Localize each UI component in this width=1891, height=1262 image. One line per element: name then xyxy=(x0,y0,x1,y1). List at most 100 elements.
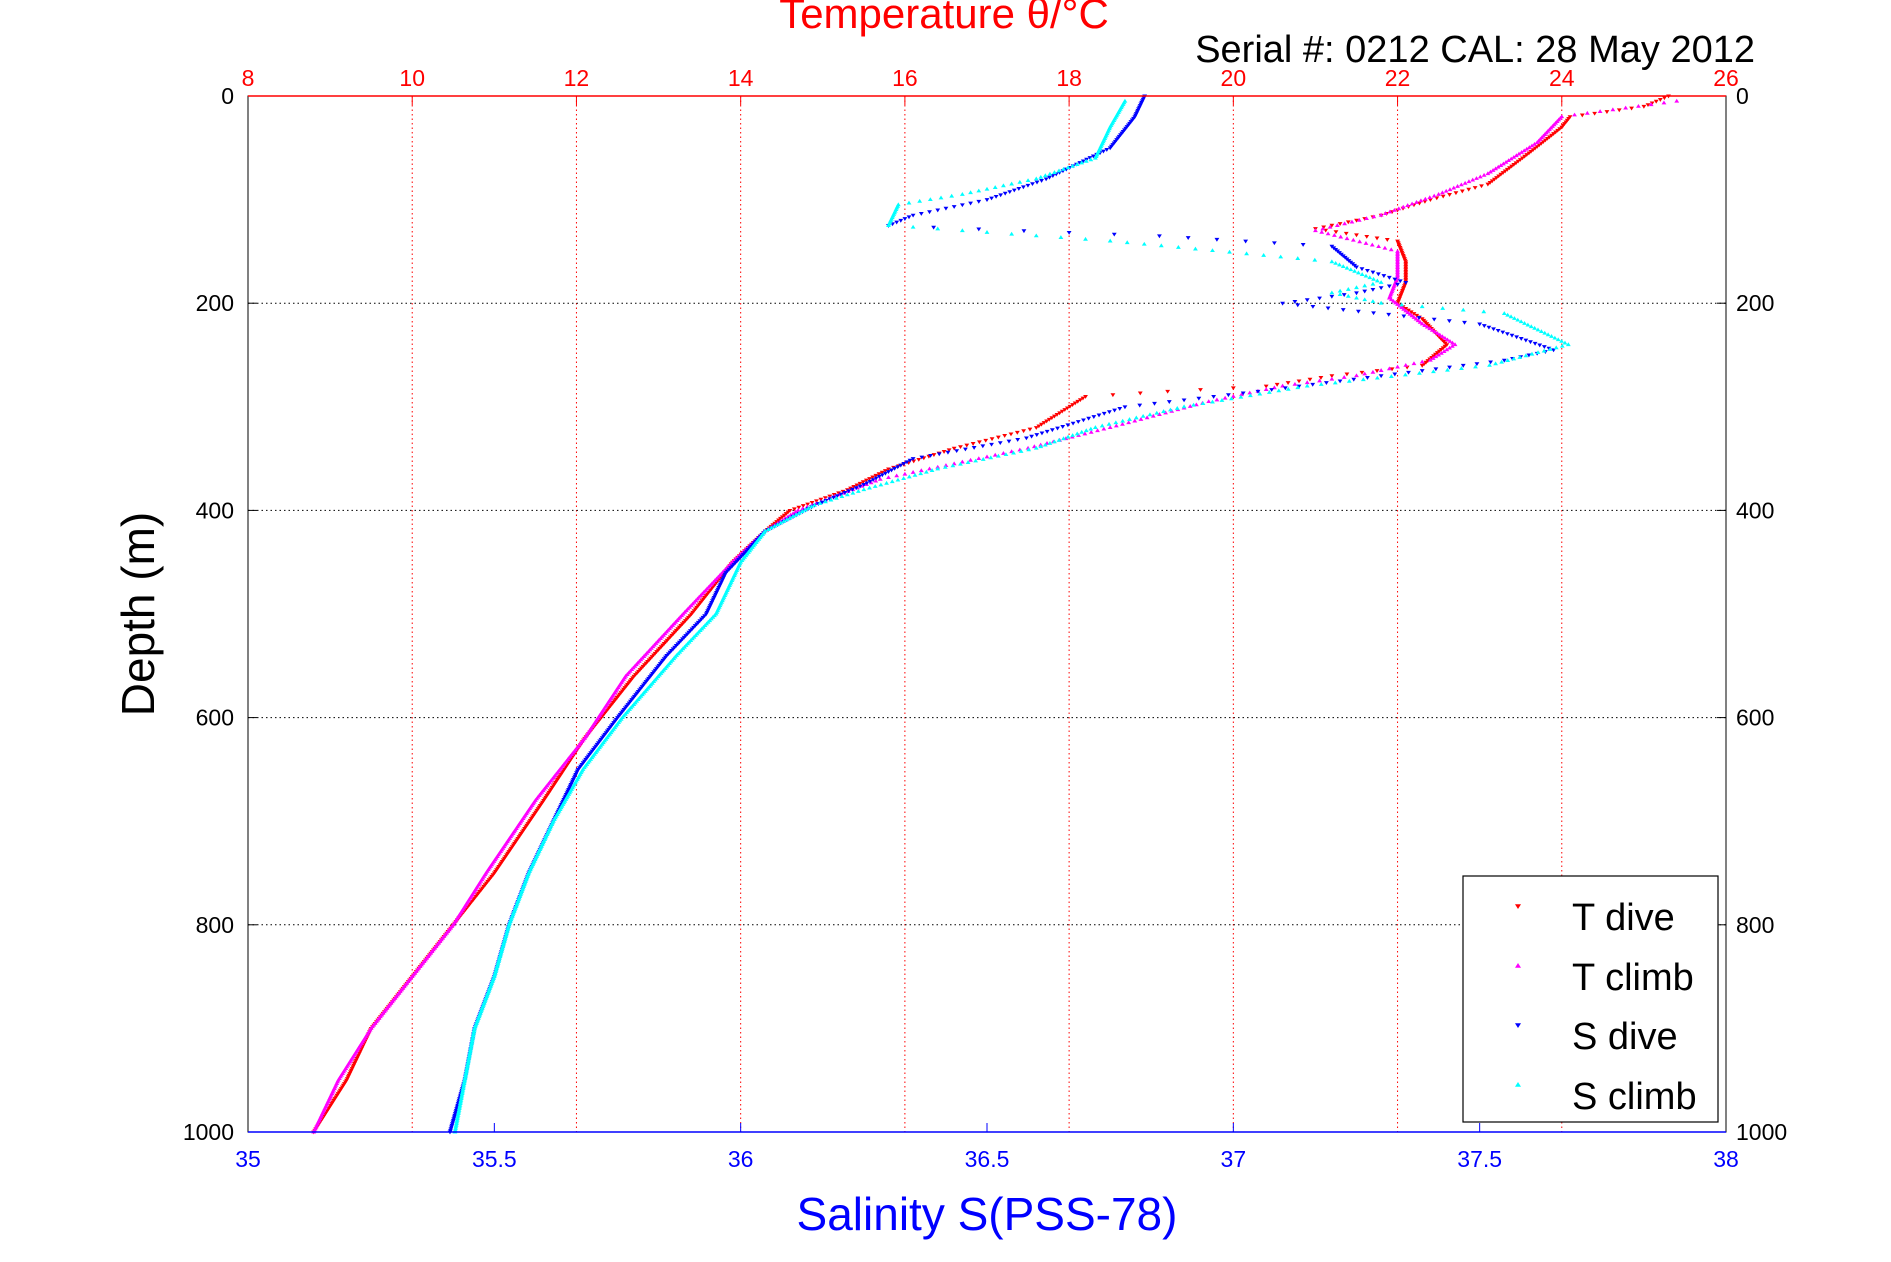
data-point xyxy=(1441,349,1447,353)
data-point xyxy=(468,1044,474,1049)
data-point xyxy=(1344,236,1350,241)
data-point xyxy=(1514,153,1519,158)
data-point xyxy=(1417,201,1422,206)
data-point xyxy=(1042,442,1048,447)
data-point xyxy=(1661,100,1667,105)
data-point xyxy=(1648,102,1654,107)
data-point xyxy=(452,1127,458,1132)
data-point xyxy=(1168,407,1173,412)
data-point xyxy=(769,525,774,530)
data-point xyxy=(1342,221,1348,226)
data-point xyxy=(1181,398,1187,403)
data-point xyxy=(1070,403,1075,408)
data-point xyxy=(1191,402,1196,407)
data-point xyxy=(851,485,857,489)
data-point xyxy=(1499,359,1505,364)
data-point xyxy=(1545,332,1551,337)
data-point xyxy=(1535,327,1541,332)
data-point xyxy=(1442,335,1448,340)
data-point xyxy=(1043,177,1049,182)
data-point xyxy=(1033,426,1039,430)
data-point xyxy=(1401,314,1407,319)
data-point xyxy=(778,520,784,525)
data-point xyxy=(459,1092,465,1097)
data-point xyxy=(878,482,884,487)
data-point xyxy=(984,230,990,234)
data-point xyxy=(1386,284,1392,289)
data-point xyxy=(1066,230,1072,235)
data-point xyxy=(465,1059,471,1064)
data-point xyxy=(1440,190,1445,195)
data-point xyxy=(935,466,941,471)
data-point xyxy=(1219,398,1225,402)
data-point xyxy=(1317,296,1322,301)
data-point xyxy=(1488,169,1493,174)
data-point xyxy=(1414,313,1420,318)
temperature-tick-label: 22 xyxy=(1385,65,1411,91)
data-point xyxy=(1295,385,1301,390)
data-point xyxy=(1388,247,1394,252)
data-point xyxy=(1075,420,1081,424)
data-point xyxy=(468,1046,474,1050)
data-point xyxy=(1070,433,1076,437)
data-point xyxy=(1529,143,1535,148)
data-point xyxy=(1508,156,1514,161)
data-point xyxy=(1354,285,1359,290)
data-point xyxy=(1124,240,1130,245)
data-point xyxy=(1374,278,1380,283)
data-point xyxy=(1020,185,1026,190)
data-point xyxy=(902,471,908,476)
data-point xyxy=(886,470,891,474)
data-point xyxy=(765,527,771,531)
data-point xyxy=(1407,311,1413,316)
data-point xyxy=(1292,381,1298,386)
data-point xyxy=(1438,350,1444,355)
data-point xyxy=(799,509,805,514)
data-point xyxy=(1363,273,1369,278)
temperature-tick-label: 24 xyxy=(1549,65,1575,91)
data-point xyxy=(1117,406,1123,411)
data-point xyxy=(1474,176,1479,180)
data-point xyxy=(1354,218,1359,223)
data-point xyxy=(1370,270,1376,275)
data-point xyxy=(968,457,973,462)
data-point xyxy=(1070,421,1076,426)
data-point xyxy=(1038,174,1044,179)
legend-marker-s-climb xyxy=(1515,1082,1521,1087)
data-point xyxy=(460,1089,465,1094)
x-axis-label: Salinity S(PSS-78) xyxy=(797,1188,1178,1240)
data-point xyxy=(1101,411,1107,416)
data-point xyxy=(796,510,802,515)
depth-tick-label-right: 200 xyxy=(1736,290,1774,316)
data-point xyxy=(928,453,933,458)
data-point xyxy=(1365,376,1370,380)
data-point xyxy=(1166,400,1172,405)
data-point xyxy=(1432,329,1438,334)
data-point xyxy=(872,484,878,488)
data-point xyxy=(1514,335,1520,340)
data-point xyxy=(1500,330,1506,335)
data-point xyxy=(1657,98,1663,102)
data-point xyxy=(882,469,888,473)
data-point xyxy=(1375,272,1381,277)
data-point xyxy=(809,504,814,509)
data-point xyxy=(962,447,968,452)
data-point xyxy=(1371,311,1376,316)
data-point xyxy=(1009,181,1015,186)
data-point xyxy=(942,464,948,469)
data-point xyxy=(1401,306,1407,311)
data-point xyxy=(850,487,855,492)
salinity-tick-label: 37.5 xyxy=(1457,1146,1502,1172)
data-point xyxy=(467,1049,473,1054)
data-point xyxy=(1445,367,1450,372)
data-point xyxy=(980,456,986,461)
data-point xyxy=(466,1056,472,1060)
data-point xyxy=(927,210,932,215)
data-point xyxy=(1459,366,1464,370)
data-point xyxy=(1049,428,1055,433)
data-point xyxy=(1444,347,1450,352)
data-point xyxy=(867,479,873,484)
data-point xyxy=(910,224,916,229)
data-point xyxy=(823,499,828,504)
depth-tick-label-left: 400 xyxy=(196,497,234,523)
